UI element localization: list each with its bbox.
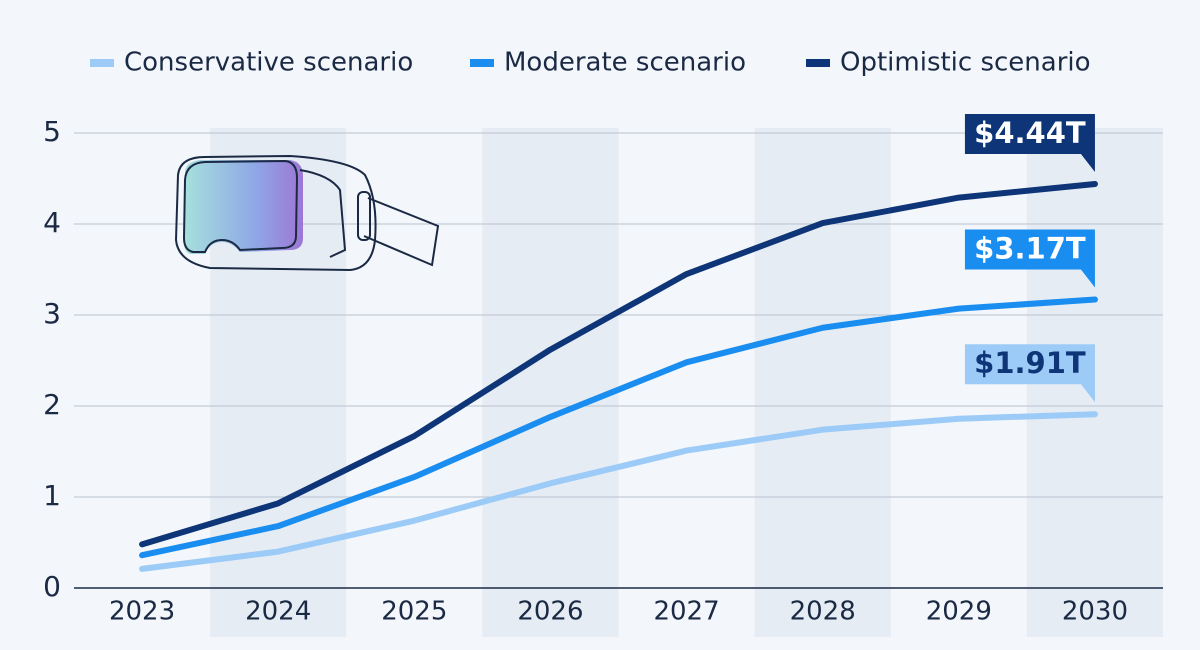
y-tick-label: 4	[43, 206, 61, 239]
lines	[139, 180, 1098, 572]
value-label: $4.44T	[974, 116, 1086, 150]
x-tick-label: 2027	[653, 597, 719, 627]
series-line	[139, 296, 1098, 559]
legend: Conservative scenario Moderate scenario Op…	[90, 48, 1091, 78]
label-box	[964, 113, 1095, 172]
legend-swatch	[90, 59, 114, 67]
legend-swatch	[470, 59, 494, 67]
band	[754, 128, 891, 637]
x-tick-label: 2023	[109, 597, 175, 627]
grid: 2023 2024 2025 2026 2027 2028 2029 2030 0 1 2 3 4 5	[43, 115, 1163, 627]
label-box	[964, 229, 1095, 288]
x-tick-label: 2029	[926, 597, 992, 627]
series-line	[139, 411, 1098, 572]
y-tick-label: 0	[43, 570, 61, 603]
x-tick-label: 2030	[1062, 597, 1128, 627]
series-line	[139, 180, 1098, 548]
x-tick-label: 2025	[381, 597, 447, 627]
y-tick-label: 5	[43, 115, 61, 148]
labels: $1.91T $3.17T $4.44T	[964, 113, 1095, 403]
x-tick-label: 2026	[517, 597, 583, 627]
y-tick-label: 2	[43, 388, 61, 421]
value-label: $1.91T	[974, 346, 1086, 380]
legend-label: Conservative scenario	[124, 48, 413, 78]
value-label: $3.17T	[974, 232, 1086, 266]
x-tick-label: 2028	[790, 597, 856, 627]
headset-icon	[174, 154, 440, 272]
legend-swatch	[806, 59, 830, 67]
y-tick-label: 3	[43, 297, 61, 330]
y-tick-label: 1	[43, 479, 61, 512]
legend-label: Optimistic scenario	[840, 48, 1091, 78]
x-tick-label: 2024	[245, 597, 311, 627]
band	[482, 128, 619, 637]
label-box	[964, 344, 1095, 403]
legend-label: Moderate scenario	[504, 48, 746, 78]
